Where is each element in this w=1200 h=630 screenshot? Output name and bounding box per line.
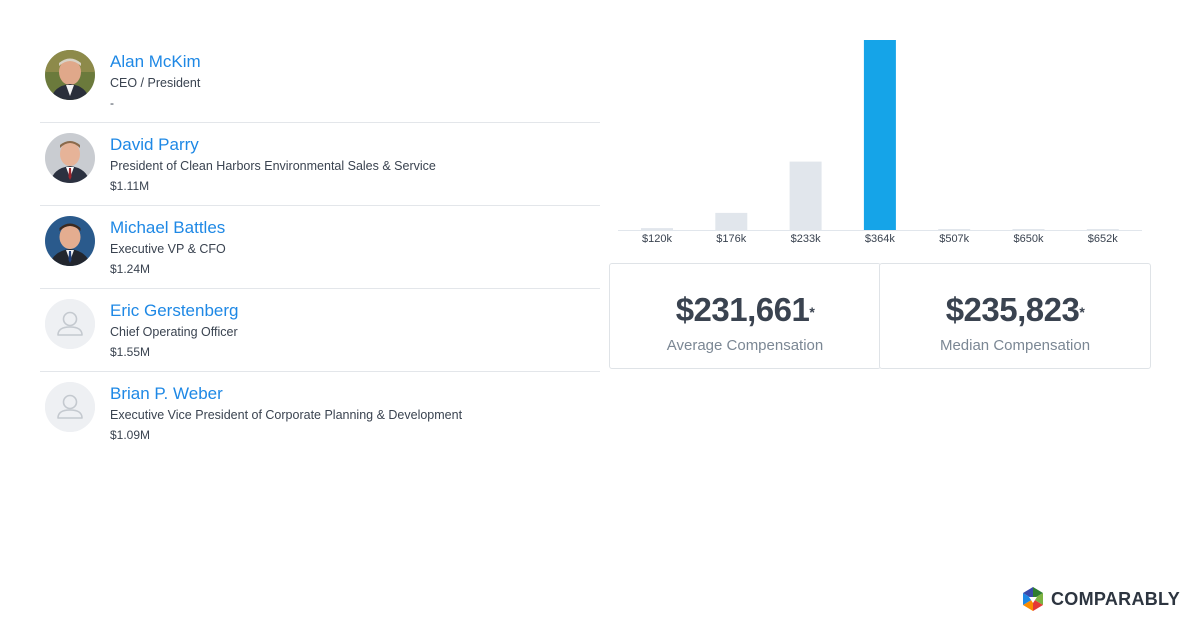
executive-compensation: $1.24M	[110, 262, 151, 276]
executive-compensation: $1.11M	[110, 179, 150, 193]
avatar[interactable]	[45, 50, 95, 100]
x-tick-label: $507k	[939, 233, 969, 245]
histogram-bar[interactable]	[863, 40, 896, 230]
x-tick-label: $364k	[865, 233, 895, 245]
logo-text: COMPARABLY	[1051, 588, 1181, 609]
median-compensation-card: $235,823* Median Compensation	[879, 263, 1151, 369]
avatar[interactable]	[45, 299, 95, 349]
executive-row[interactable]: Brian P. Weber Executive Vice President …	[40, 372, 600, 455]
asterisk-marker: *	[809, 304, 815, 320]
comparably-mark-icon	[1023, 587, 1043, 611]
x-tick-label: $176k	[716, 233, 746, 245]
average-compensation-label: Average Compensation	[666, 337, 824, 354]
x-tick-label: $120k	[642, 233, 672, 245]
average-value-text: $231,661	[675, 291, 810, 328]
median-compensation-label: Median Compensation	[939, 337, 1091, 354]
executive-compensation: -	[110, 96, 114, 110]
x-tick-label: $650k	[1014, 233, 1044, 245]
executive-name[interactable]: Brian P. Weber	[110, 384, 223, 403]
executive-title: Executive VP & CFO	[110, 242, 226, 256]
average-compensation-value: $231,661*	[610, 291, 880, 329]
user-placeholder-icon	[45, 382, 95, 432]
avatar[interactable]	[45, 133, 95, 183]
histogram-bar[interactable]	[938, 229, 971, 230]
executive-row[interactable]: Eric Gerstenberg Chief Operating Officer…	[40, 289, 600, 372]
avatar-photo-icon	[45, 50, 95, 100]
executive-row[interactable]: Michael Battles Executive VP & CFO $1.24…	[40, 206, 600, 289]
x-tick-label: $233k	[791, 233, 821, 245]
median-compensation-value: $235,823*	[880, 291, 1150, 329]
executive-title: CEO / President	[110, 76, 201, 90]
avatar[interactable]	[45, 382, 95, 432]
asterisk-marker: *	[1079, 304, 1085, 320]
histogram-bar[interactable]	[641, 228, 673, 230]
average-compensation-card: $231,661* Average Compensation	[609, 263, 881, 369]
executive-compensation: $1.55M	[110, 345, 151, 359]
compensation-histogram: $120k $176k $233k $364k $507k $650k $652k	[615, 30, 1145, 255]
executives-list: Alan McKim CEO / President - David Parry…	[40, 40, 600, 455]
executive-name[interactable]: Eric Gerstenberg	[110, 301, 239, 320]
histogram-svg: $120k $176k $233k $364k $507k $650k $652k	[618, 40, 1142, 245]
x-tick-label: $652k	[1088, 233, 1118, 245]
histogram-bar[interactable]	[1012, 229, 1045, 230]
avatar-photo-icon	[45, 216, 95, 266]
executive-name[interactable]: Alan McKim	[110, 52, 201, 71]
executive-title: President of Clean Harbors Environmental…	[110, 159, 436, 173]
histogram-bar[interactable]	[715, 212, 748, 230]
comparably-logo[interactable]: COMPARABLY	[1020, 586, 1180, 612]
histogram-bar[interactable]	[789, 161, 822, 230]
executive-name[interactable]: Michael Battles	[110, 218, 226, 237]
executive-row[interactable]: Alan McKim CEO / President -	[40, 40, 600, 123]
executive-compensation: $1.09M	[110, 428, 151, 442]
histogram-bar[interactable]	[1086, 229, 1119, 230]
executive-name[interactable]: David Parry	[110, 135, 199, 154]
avatar-photo-icon	[45, 133, 95, 183]
executive-row[interactable]: David Parry President of Clean Harbors E…	[40, 123, 600, 206]
avatar[interactable]	[45, 216, 95, 266]
executive-title: Chief Operating Officer	[110, 325, 238, 339]
user-placeholder-icon	[45, 299, 95, 349]
median-value-text: $235,823	[945, 291, 1080, 328]
executive-title: Executive Vice President of Corporate Pl…	[110, 408, 463, 422]
